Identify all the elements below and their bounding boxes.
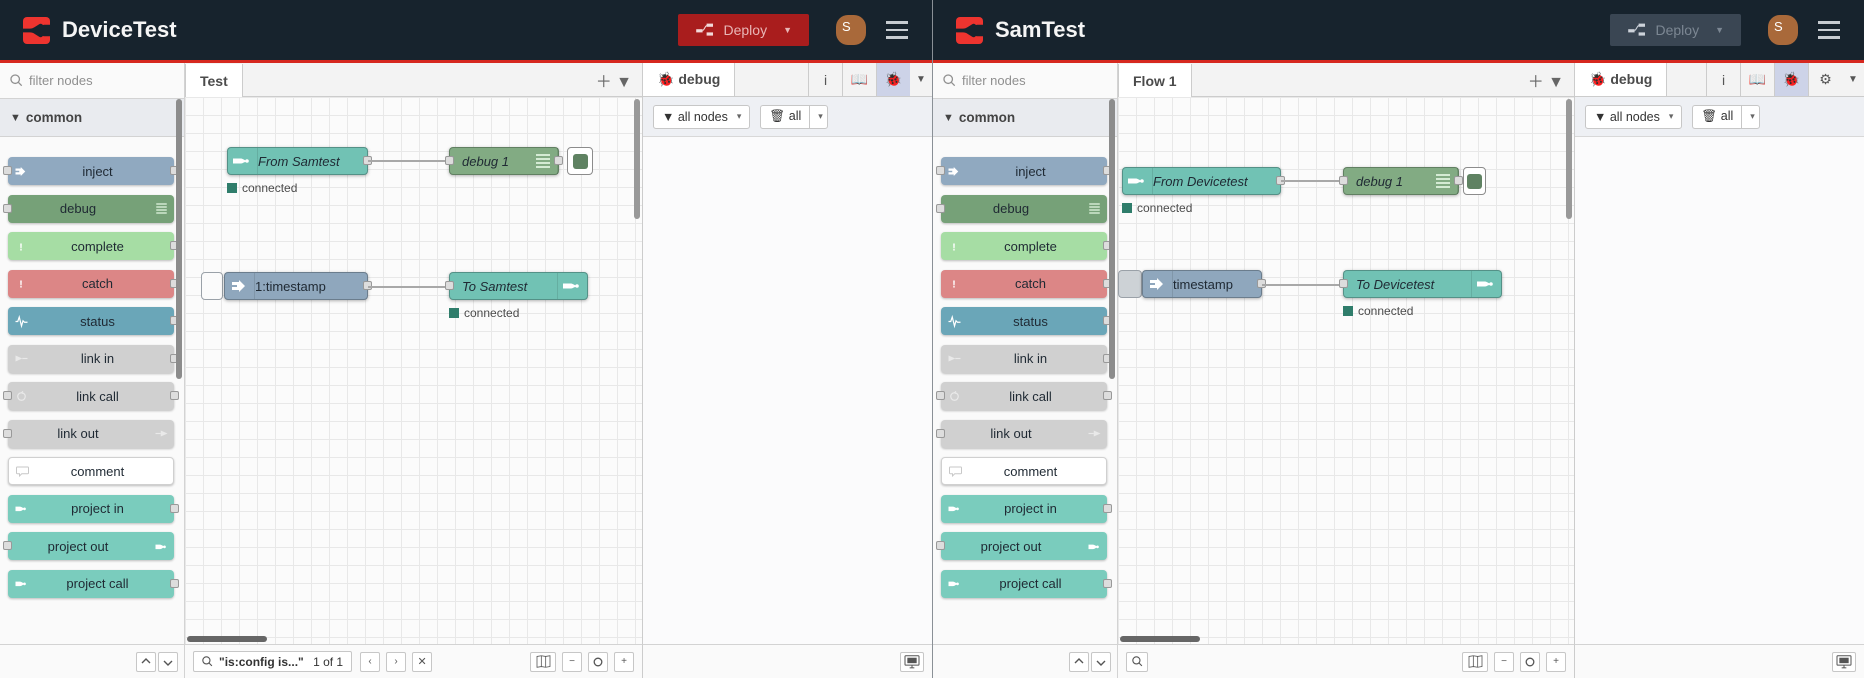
svg-text:!: ! bbox=[19, 278, 23, 290]
svg-text:!: ! bbox=[952, 241, 956, 253]
svg-text:!: ! bbox=[952, 278, 956, 290]
svg-text:!: ! bbox=[19, 241, 23, 253]
